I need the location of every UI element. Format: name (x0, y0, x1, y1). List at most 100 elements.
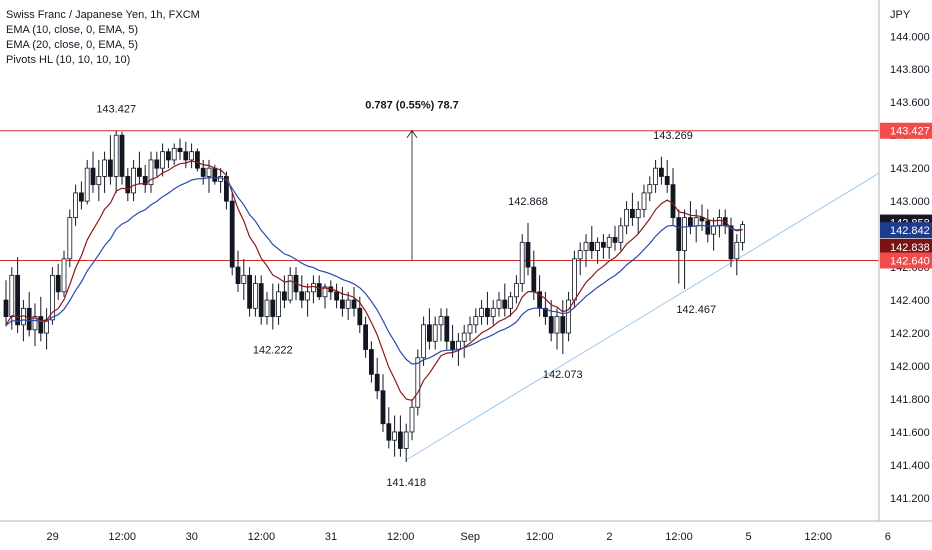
measure-label: 0.787 (0.55%) 78.7 (365, 100, 459, 112)
time-tick-label: 30 (186, 531, 198, 543)
candle-down (26, 307, 32, 331)
candle-down (339, 299, 345, 309)
candle-up (84, 167, 90, 202)
candle-down (299, 291, 305, 301)
candle-down (165, 151, 171, 161)
time-tick-label: 12:00 (387, 531, 415, 543)
candle-up (9, 274, 15, 317)
candle-down (502, 299, 508, 309)
legend-pivots: Pivots HL (10, 10, 10, 10) (6, 54, 131, 66)
candle-down (688, 217, 693, 227)
ema20-line (5, 176, 743, 365)
time-tick-label: 6 (885, 531, 891, 543)
time-axis[interactable] (0, 520, 932, 550)
candle-down (108, 159, 113, 177)
candle-up (415, 357, 421, 408)
price-tag-box (880, 222, 932, 239)
chart-legend: Swiss Franc / Japanese Yen, 1h, FXCM EMA… (6, 8, 200, 68)
candle-down (630, 208, 635, 219)
price-axis[interactable]: JPY (878, 0, 932, 550)
candle-up (160, 151, 166, 169)
candle-down (55, 274, 61, 293)
time-tick-label: 12:00 (526, 531, 554, 543)
price-tick-label: 141.600 (890, 427, 930, 439)
time-tick-label: 2 (606, 531, 612, 543)
candle-down (531, 266, 537, 293)
candle-up (113, 134, 119, 177)
candle-up (50, 274, 55, 321)
candle-up (734, 241, 740, 260)
candle-up (461, 332, 467, 342)
horizontal-lines (0, 130, 879, 261)
candle-up (653, 167, 658, 186)
candle-down (136, 167, 142, 177)
candle-down (426, 324, 432, 342)
price-tick-label: 142.000 (890, 361, 930, 373)
candle-up (96, 176, 102, 186)
candle-down (676, 217, 682, 252)
time-tick-label: 12:00 (665, 531, 693, 543)
candle-down (235, 266, 241, 284)
candle-up (624, 208, 629, 227)
candle-down (397, 431, 403, 449)
candle-up (595, 241, 600, 252)
ema10-line (5, 160, 743, 402)
price-tick-label: 143.200 (890, 163, 930, 175)
candle-down (119, 134, 125, 177)
candle-down (450, 340, 456, 350)
measure-arrow-head (406, 130, 418, 138)
legend-ema20: EMA (20, close, 0, EMA, 5) (6, 39, 139, 51)
candle-down (270, 299, 276, 317)
trendline-0 (405, 171, 883, 461)
pivot-labels: 143.427 142.222 141.418 142.868 142.073 143.2… (96, 104, 716, 489)
candle-down (728, 225, 734, 260)
candle-down (380, 390, 386, 425)
price-tag-box (880, 122, 932, 139)
candle-up (490, 307, 496, 317)
candle-down (659, 167, 664, 177)
candle-down (177, 147, 183, 153)
pivot-label: 142.868 (508, 196, 548, 208)
time-tick-label: Sep (460, 531, 480, 543)
candle-down (90, 167, 96, 186)
candle-down (281, 291, 287, 301)
candle-up (693, 217, 699, 227)
candle-up (519, 241, 525, 284)
time-tick-label: 12:00 (804, 531, 832, 543)
legend-title: Swiss Franc / Japanese Yen, 1h, FXCM (6, 9, 200, 21)
candle-up (61, 258, 67, 293)
currency-label: JPY (890, 9, 911, 21)
candle-down (258, 283, 264, 317)
candles (3, 130, 745, 462)
price-tick-label: 143.000 (890, 196, 930, 208)
candle-up (740, 224, 745, 243)
pivot-label: 142.073 (543, 369, 583, 381)
candle-up (635, 208, 641, 219)
measure-tool: 0.787 (0.55%) 78.7 (365, 100, 459, 261)
candle-up (287, 274, 293, 301)
price-tick-label: 141.200 (890, 493, 930, 505)
price-axis-background (879, 0, 932, 550)
price-tick-label: 142.400 (890, 295, 930, 307)
candle-down (368, 349, 374, 375)
candle-up (606, 237, 612, 248)
candle-down (374, 373, 380, 392)
candle-up (148, 159, 154, 186)
candle-up (438, 316, 444, 326)
candle-up (577, 250, 583, 260)
candle-down (525, 241, 531, 268)
candle-up (473, 316, 479, 326)
candle-up (206, 167, 212, 177)
candle-up (241, 274, 247, 284)
price-tick-label: 144.000 (890, 31, 930, 43)
candle-down (125, 176, 131, 194)
candle-down (154, 159, 160, 169)
candle-up (572, 258, 577, 301)
price-tick-label: 142.200 (890, 328, 930, 340)
candle-up (711, 225, 716, 235)
candle-up (566, 299, 571, 334)
candle-down (142, 176, 148, 186)
